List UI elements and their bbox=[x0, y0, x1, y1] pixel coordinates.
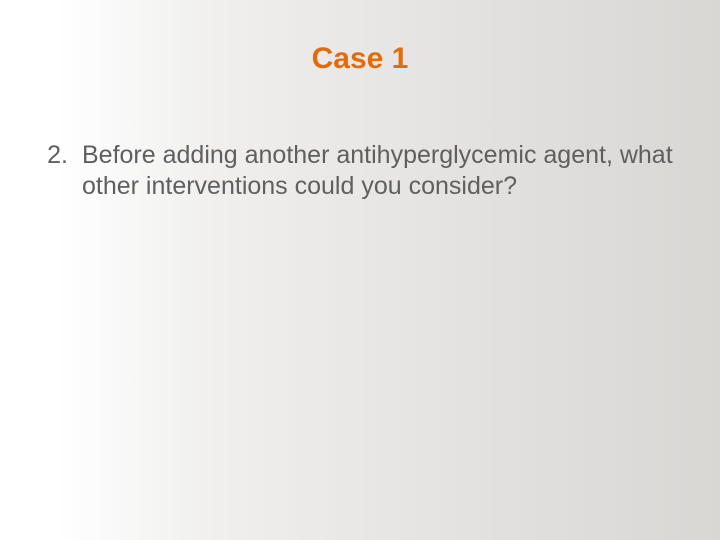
list-item: 2. Before adding another antihyperglycem… bbox=[36, 140, 684, 201]
slide-title: Case 1 bbox=[0, 42, 720, 76]
list-item-text: Before adding another antihyperglycemic … bbox=[82, 140, 684, 201]
slide: Case 1 2. Before adding another antihype… bbox=[0, 0, 720, 540]
question-list: 2. Before adding another antihyperglycem… bbox=[36, 140, 684, 201]
list-item-number: 2. bbox=[36, 140, 82, 171]
